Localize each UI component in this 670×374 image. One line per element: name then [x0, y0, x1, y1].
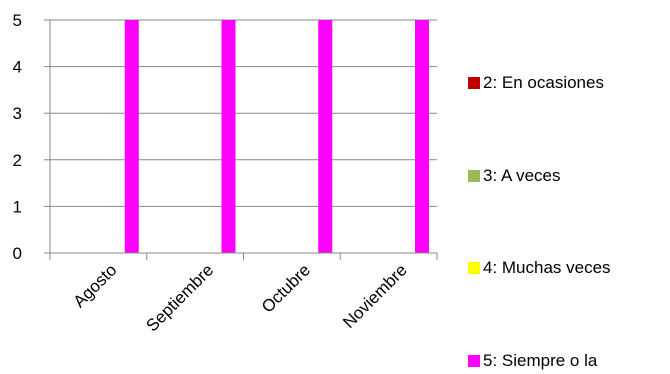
y-tick-label: 1 [13, 197, 22, 216]
chart-plot: 0 1 2 3 4 5 Agosto Septiembre Octubre No… [13, 11, 438, 335]
y-tick-label: 4 [13, 58, 22, 77]
legend-item-siempre-o-la: 5: Siempre o la [468, 351, 597, 371]
x-tick-label-septiembre: Septiembre [142, 260, 217, 335]
bar [415, 20, 430, 253]
legend-label: 4: Muchas veces [483, 258, 611, 277]
legend: 2: En ocasiones 3: A veces 4: Muchas vec… [468, 0, 668, 374]
legend-swatch [468, 170, 480, 182]
y-tick-label: 2 [13, 151, 22, 170]
x-tick-labels: Agosto Septiembre Octubre Noviembre [70, 260, 411, 335]
bar [124, 20, 139, 253]
y-tick-label: 5 [13, 11, 22, 30]
legend-item-muchas-veces: 4: Muchas veces [468, 258, 611, 278]
legend-item-en-ocasiones: 2: En ocasiones [468, 73, 604, 93]
legend-label: 3: A veces [483, 166, 561, 185]
x-tick-label-agosto: Agosto [70, 260, 121, 311]
legend-label: 2: En ocasiones [483, 73, 604, 92]
y-tick-label: 0 [13, 244, 22, 263]
legend-label: 5: Siempre o la [483, 351, 598, 370]
axes [44, 19, 438, 260]
legend-swatch [468, 262, 480, 274]
bar [221, 20, 236, 253]
legend-swatch [468, 77, 480, 89]
gridlines [50, 19, 437, 207]
legend-item-a-veces: 3: A veces [468, 166, 561, 186]
y-tick-label: 3 [13, 104, 22, 123]
x-tick-label-octubre: Octubre [258, 260, 314, 316]
x-tick-label-noviembre: Noviembre [339, 260, 411, 332]
bar [318, 20, 333, 253]
y-tick-labels: 0 1 2 3 4 5 [13, 11, 22, 263]
bars [124, 20, 430, 253]
legend-swatch [468, 355, 480, 367]
